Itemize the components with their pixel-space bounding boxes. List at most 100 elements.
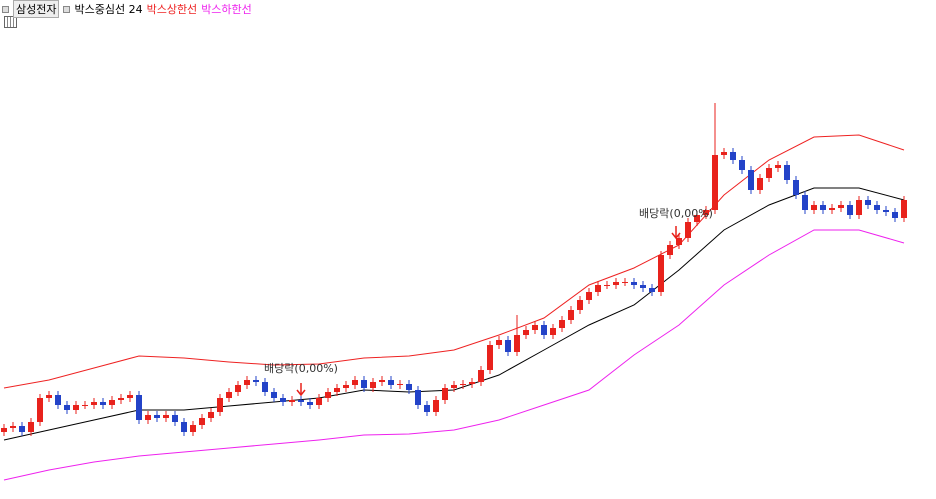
candle-body	[307, 402, 313, 405]
candle-body	[892, 212, 898, 218]
candle-body	[712, 155, 718, 210]
candle-body	[19, 426, 25, 432]
candle-body	[865, 200, 871, 205]
candle-body	[658, 255, 664, 292]
legend-icon	[63, 5, 71, 13]
candle-body	[262, 382, 268, 392]
candle-body	[676, 238, 682, 245]
candle-body	[883, 210, 889, 212]
candle-body	[91, 402, 97, 405]
candle-body	[838, 205, 844, 208]
candle-body	[793, 180, 799, 195]
line	[3, 229, 905, 481]
candle-body	[298, 400, 304, 402]
candle-body	[829, 208, 835, 210]
candle-body	[757, 178, 763, 190]
legend-icon	[2, 5, 9, 13]
candle-body	[622, 282, 628, 283]
candle-body	[775, 165, 781, 168]
candle-body	[334, 388, 340, 392]
candle-body	[226, 392, 232, 398]
candle-body	[478, 370, 484, 382]
candle-body	[253, 380, 259, 382]
candle-body	[640, 285, 646, 288]
candle-body	[325, 392, 331, 398]
candle-body	[559, 320, 565, 328]
stock-name[interactable]: 삼성전자	[13, 0, 60, 18]
candle-body	[703, 210, 709, 215]
candle-body	[397, 384, 403, 385]
candle-body	[55, 395, 61, 405]
candle-body	[352, 380, 358, 385]
candle-body	[631, 282, 637, 285]
candle-body	[109, 400, 115, 405]
candle-body	[145, 415, 151, 420]
candle-body	[10, 426, 16, 428]
candle-body	[613, 282, 619, 285]
candle-body	[136, 395, 142, 420]
annotation-arrow	[671, 226, 681, 240]
annotation-arrow	[296, 383, 306, 397]
candle-body	[280, 398, 286, 402]
candle-body	[118, 398, 124, 400]
candle-body	[271, 392, 277, 398]
candle-body	[721, 152, 727, 155]
candle-body	[433, 400, 439, 412]
candle-body	[64, 405, 70, 410]
candle-body	[190, 425, 196, 432]
candle-body	[199, 418, 205, 425]
candle-body	[442, 388, 448, 400]
candle-body	[487, 345, 493, 370]
candle-body	[154, 415, 160, 418]
candle-body	[811, 205, 817, 210]
candle-body	[46, 395, 52, 398]
candle-body	[766, 168, 772, 178]
candle-body	[550, 328, 556, 335]
candle-body	[379, 380, 385, 382]
candle-body	[604, 285, 610, 286]
candle-body	[523, 330, 529, 335]
candle-body	[208, 412, 214, 418]
candle-body	[496, 340, 502, 345]
candle-body	[316, 398, 322, 405]
candle-body	[388, 380, 394, 385]
legend-entry: 박스중심선 24	[74, 3, 143, 16]
legend-entry: 박스상한선	[146, 3, 198, 16]
candle-body	[460, 384, 466, 385]
candle-body	[595, 285, 601, 292]
candle-body	[649, 288, 655, 292]
candle-body	[163, 415, 169, 418]
candle-body	[73, 405, 79, 410]
annotation: 배당락(0,00%)	[264, 362, 338, 375]
candle-body	[685, 222, 691, 238]
candle-body	[532, 325, 538, 330]
candle-body	[820, 205, 826, 210]
candle-body	[451, 385, 457, 388]
candle-body	[172, 415, 178, 422]
candle-body	[514, 335, 520, 352]
candle-body	[289, 400, 295, 402]
candle-body	[577, 300, 583, 310]
candle-body	[730, 152, 736, 160]
candle-body	[424, 405, 430, 412]
candle-body	[370, 382, 376, 388]
candle-body	[37, 398, 43, 422]
candle-body	[100, 402, 106, 405]
candle-body	[28, 422, 34, 432]
candle-body	[748, 170, 754, 190]
candle-body	[568, 310, 574, 320]
candle-body	[586, 292, 592, 300]
candle-body	[847, 205, 853, 215]
candle-body	[406, 384, 412, 390]
table-icon[interactable]	[4, 16, 17, 28]
candle-body	[415, 390, 421, 405]
candle-body	[235, 385, 241, 392]
candle-body	[505, 340, 511, 352]
candle-body	[694, 215, 700, 222]
candle-body	[802, 195, 808, 210]
candle-body	[784, 165, 790, 180]
candle-body	[874, 205, 880, 210]
candle-body	[856, 200, 862, 215]
